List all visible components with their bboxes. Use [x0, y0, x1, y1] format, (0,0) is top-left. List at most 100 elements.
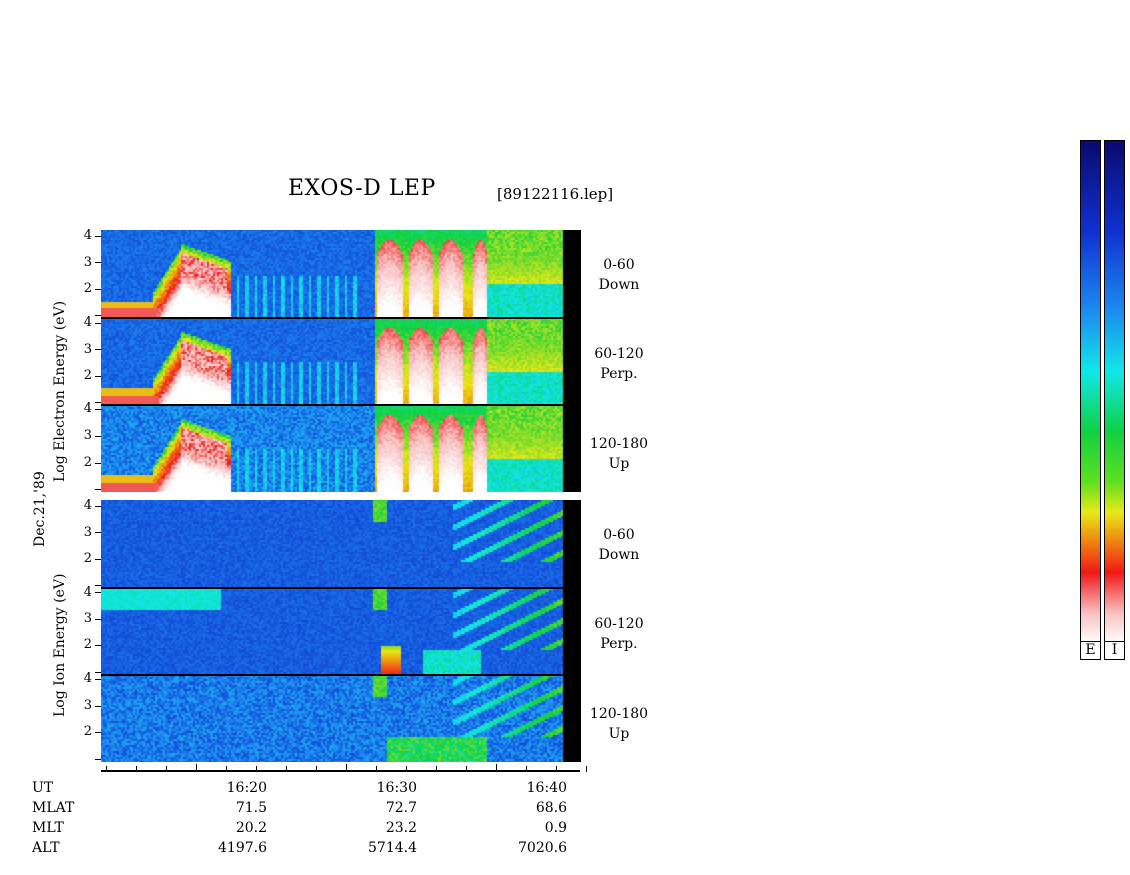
spectrogram-ion-up	[101, 675, 581, 762]
direction: Down	[598, 277, 640, 293]
mlt-value: 0.9	[544, 820, 567, 836]
mlt-value: 23.2	[385, 820, 417, 836]
panel-label-electron-up: 120-180 Up	[584, 434, 654, 474]
mlat-value: 71.5	[235, 800, 267, 816]
pitch-angle: 60-120	[594, 616, 644, 632]
chart-title: EXOS-D LEP	[288, 176, 436, 201]
colorbar-ion: I	[1104, 140, 1125, 660]
y-tick	[95, 585, 101, 586]
x-tick	[346, 764, 347, 772]
y-tick-label: 4	[83, 315, 92, 330]
panel-separator	[101, 674, 581, 676]
direction: Up	[608, 456, 630, 472]
y-tick-label: 4	[83, 498, 92, 513]
colorbar-label: I	[1105, 641, 1124, 659]
footer-label-alt: ALT	[32, 840, 60, 856]
x-tick	[166, 766, 167, 772]
x-tick-label: 16:30	[376, 780, 417, 796]
x-tick	[466, 766, 467, 772]
x-tick	[526, 766, 527, 772]
y-tick	[95, 436, 101, 437]
y-tick-label: 3	[83, 698, 92, 713]
x-tick-label: 16:40	[526, 780, 567, 796]
y-tick	[95, 463, 101, 464]
y-tick	[95, 532, 101, 533]
y-tick	[95, 645, 101, 646]
footer-label-mlat: MLAT	[32, 800, 75, 816]
footer-label-mlt: MLT	[32, 820, 64, 836]
y-tick-label: 4	[83, 228, 92, 243]
x-tick	[496, 764, 497, 772]
spectrogram-electron-perp	[101, 318, 581, 405]
spectrogram-ion-down	[101, 500, 581, 588]
spectrogram-electron-down	[101, 230, 581, 318]
ion-axis-label: Log Ion Energy (eV)	[52, 573, 68, 717]
y-tick	[95, 559, 101, 560]
pitch-angle: 0-60	[603, 257, 635, 273]
pitch-angle: 120-180	[589, 706, 649, 722]
footer-label-ut: UT	[32, 780, 54, 796]
panel-separator	[101, 404, 581, 406]
y-tick	[95, 289, 101, 290]
y-tick-label: 4	[83, 585, 92, 600]
y-tick-label: 3	[83, 428, 92, 443]
panel-label-ion-down: 0-60 Down	[584, 525, 654, 565]
pitch-angle: 0-60	[603, 527, 635, 543]
pitch-angle: 60-120	[594, 346, 644, 362]
mlt-value: 20.2	[235, 820, 267, 836]
x-tick	[226, 766, 227, 772]
x-tick	[586, 766, 587, 772]
y-tick	[95, 619, 101, 620]
y-tick-label: 4	[83, 401, 92, 416]
y-tick	[95, 506, 101, 507]
y-tick	[95, 315, 101, 316]
spectrogram-electron-up	[101, 405, 581, 492]
file-name: [89122116.lep]	[497, 185, 614, 203]
y-tick	[95, 262, 101, 263]
y-tick	[95, 706, 101, 707]
y-tick	[95, 349, 101, 350]
y-tick-label: 2	[83, 637, 92, 652]
panel-label-ion-up: 120-180 Up	[584, 704, 654, 744]
spectrogram-ion-perp	[101, 588, 581, 675]
y-tick	[95, 759, 101, 760]
y-tick	[95, 376, 101, 377]
y-tick	[95, 672, 101, 673]
x-tick	[196, 764, 197, 772]
y-tick	[95, 592, 101, 593]
colorbar-gradient	[1105, 141, 1124, 643]
panel-label-ion-perp: 60-120 Perp.	[584, 614, 654, 654]
x-tick-label: 16:20	[226, 780, 267, 796]
colorbar-gradient	[1081, 141, 1100, 643]
direction: Down	[598, 547, 640, 563]
y-tick	[95, 323, 101, 324]
mlat-value: 68.6	[535, 800, 567, 816]
x-tick	[136, 766, 137, 772]
y-tick-label: 2	[83, 724, 92, 739]
y-tick	[95, 732, 101, 733]
y-tick-label: 2	[83, 455, 92, 470]
y-tick	[95, 402, 101, 403]
panel-separator	[101, 587, 581, 589]
y-tick	[95, 236, 101, 237]
colorbar-label: E	[1081, 641, 1100, 659]
pitch-angle: 120-180	[589, 436, 649, 452]
x-tick	[286, 766, 287, 772]
y-tick-label: 3	[83, 525, 92, 540]
y-tick-label: 2	[83, 551, 92, 566]
panel-separator	[101, 317, 581, 319]
y-tick-label: 2	[83, 368, 92, 383]
x-tick	[376, 766, 377, 772]
x-tick	[556, 766, 557, 772]
x-tick	[106, 766, 107, 772]
y-tick	[95, 409, 101, 410]
y-tick	[95, 489, 101, 490]
y-tick-label: 4	[83, 671, 92, 686]
panel-label-electron-perp: 60-120 Perp.	[584, 344, 654, 384]
direction: Perp.	[600, 366, 638, 382]
x-tick	[406, 766, 407, 772]
x-tick	[316, 766, 317, 772]
electron-axis-label: Log Electron Energy (eV)	[52, 300, 68, 482]
x-tick	[256, 766, 257, 772]
colorbar-electron: E	[1080, 140, 1101, 660]
